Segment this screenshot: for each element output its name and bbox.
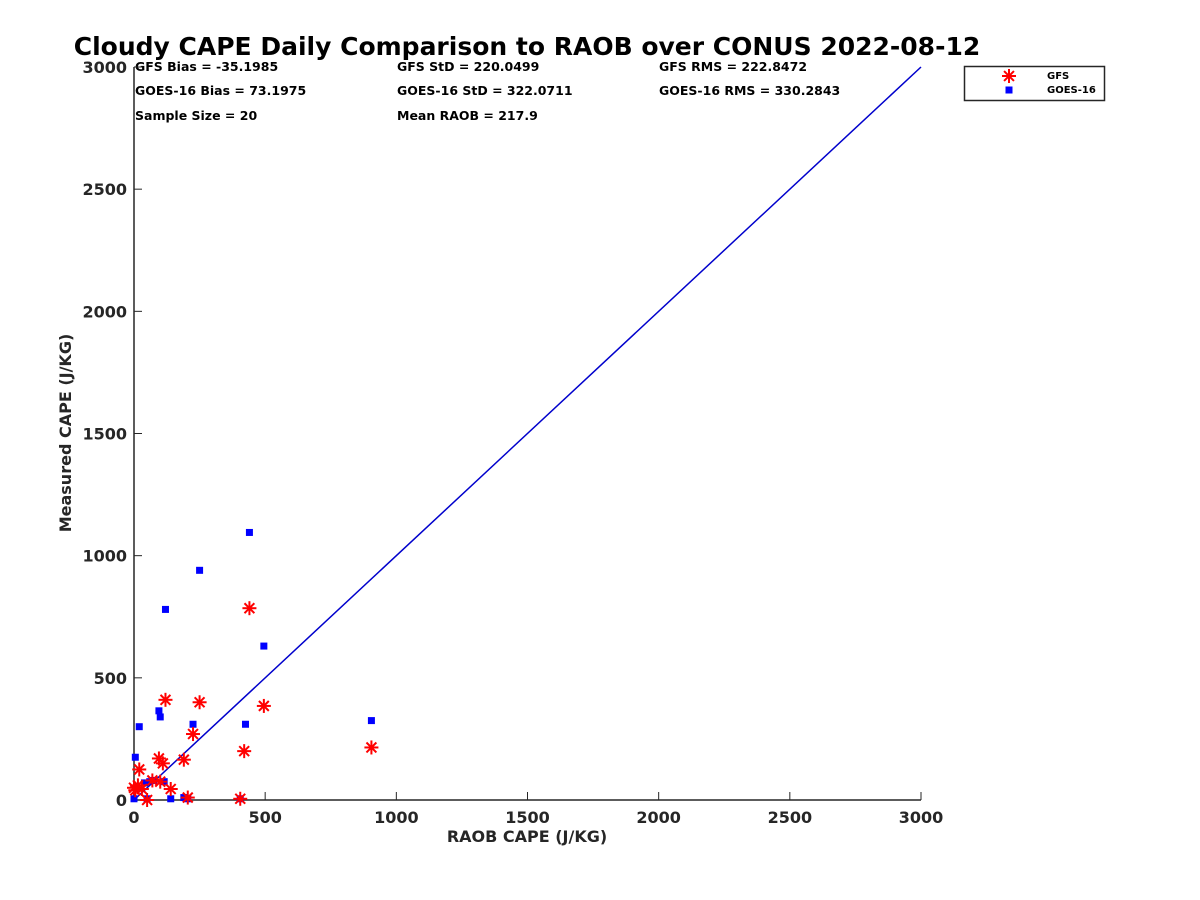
legend-gfs-label: GFS [1047,71,1069,82]
gfs-point [134,782,149,797]
data-points [127,528,379,807]
goes16-point [156,713,164,721]
legend: GFS GOES-16 [963,65,1106,102]
goes16-point [155,707,163,715]
y-tick-label: 500 [94,669,127,688]
goes-rms-text: GOES-16 RMS = 330.2843 [659,83,840,98]
gfs-point [176,752,191,767]
goes16-point [130,795,138,803]
y-tick-label: 1000 [82,547,127,566]
gfs-bias-text: GFS Bias = -35.1985 [135,59,278,74]
gfs-point [132,762,147,777]
x-tick-label: 3000 [899,808,944,827]
y-tick-label: 2000 [82,302,127,321]
sample-size-text: Sample Size = 20 [135,108,257,123]
gfs-std-text: GFS StD = 220.0499 [397,59,539,74]
goes-bias-text: GOES-16 Bias = 73.1975 [135,83,306,98]
x-axis-label: RAOB CAPE (J/KG) [447,827,607,846]
y-axis-label: Measured CAPE (J/KG) [56,334,75,533]
gfs-point [140,793,155,807]
x-tick-label: 500 [248,808,281,827]
gfs-point [192,695,207,710]
y-tick-label: 2500 [82,180,127,199]
goes16-point [245,528,253,536]
mean-raob-text: Mean RAOB = 217.9 [397,108,538,123]
legend-goes-label: GOES-16 [1047,85,1096,96]
axes: 0 500 1000 1500 2000 2500 3000 0 500 1000 1500 2000… [82,58,943,827]
gfs-point [256,698,271,713]
x-tick-label: 1000 [374,808,419,827]
legend-goes-marker [1005,86,1013,94]
gfs-point [153,774,168,789]
goes16-point [135,723,143,731]
gfs-rms-text: GFS RMS = 222.8472 [659,59,807,74]
x-tick-label: 2500 [768,808,813,827]
goes16-point [140,779,148,787]
goes16-point [131,753,139,761]
legend-gfs-marker [1002,69,1016,83]
legend-gfs-asterisk [1002,69,1016,83]
legend-box [963,65,1106,102]
reference-line-group [133,66,922,801]
goes16-point [241,720,249,728]
gfs-point [364,740,379,755]
gfs-point [163,782,178,797]
x-tick-label: 2000 [636,808,681,827]
gfs-point [233,791,248,806]
goes-std-text: GOES-16 StD = 322.0711 [397,83,573,98]
gfs-point [155,756,170,771]
y-tick-label: 1500 [82,425,127,444]
stats-panel: GFS Bias = -35.1985 GOES-16 Bias = 73.19… [135,59,840,123]
x-tick-label: 0 [128,808,139,827]
goes16-point [189,720,197,728]
y-tick-label: 0 [116,791,127,810]
gfs-point [237,744,252,759]
gfs-point [158,692,173,707]
gfs-point [186,727,201,742]
gfs-point [180,790,195,805]
y-tick-label: 3000 [82,58,127,77]
legend-goes-square [1005,86,1013,94]
goes16-point [196,566,204,574]
gfs-point [242,601,257,616]
chart-title: Cloudy CAPE Daily Comparison to RAOB ove… [74,32,980,61]
goes16-point [260,642,268,650]
goes16-point [161,605,169,613]
goes16-point [167,795,175,803]
x-tick-label: 1500 [505,808,550,827]
goes16-point [367,717,375,725]
one-to-one-line [133,66,922,801]
